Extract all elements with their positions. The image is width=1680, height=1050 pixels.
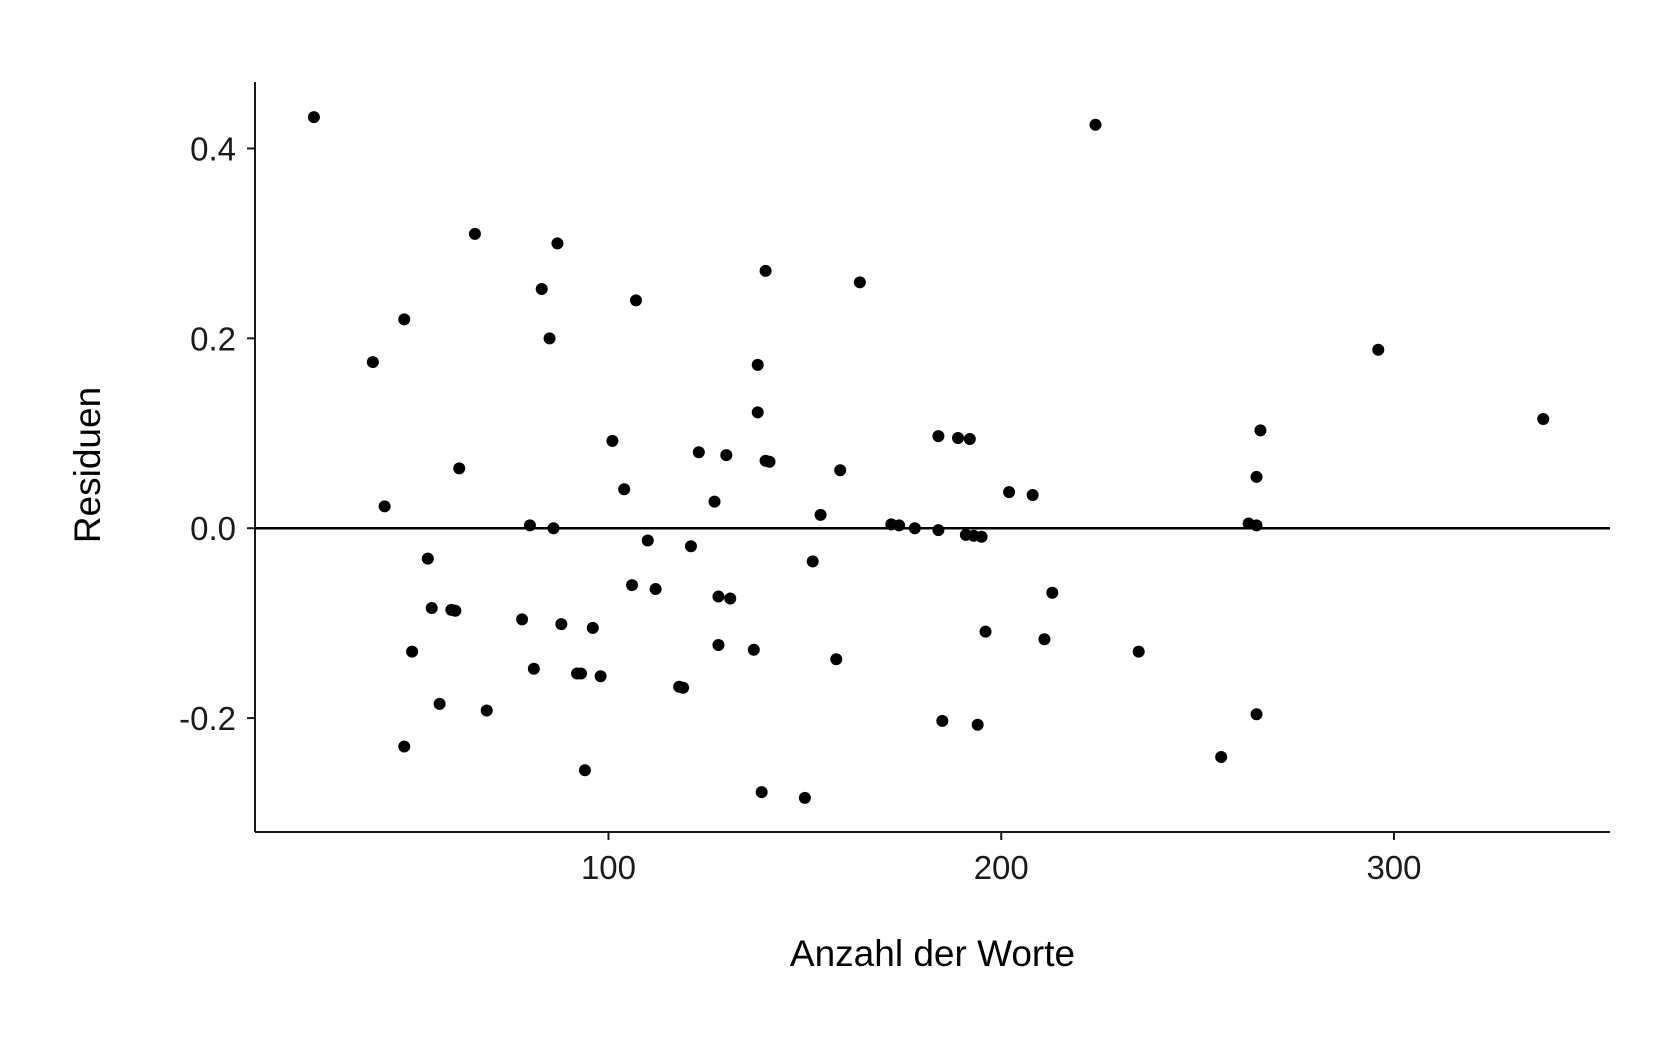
data-point	[468, 227, 481, 240]
y-axis-title: Residuen	[67, 387, 108, 543]
data-point	[755, 786, 768, 799]
data-point	[1026, 488, 1039, 501]
data-points	[307, 111, 1550, 804]
data-point	[751, 358, 764, 371]
data-point	[834, 464, 847, 477]
data-point	[398, 740, 411, 753]
data-point	[708, 495, 721, 508]
x-axis-title: Anzahl der Worte	[790, 933, 1075, 974]
data-point	[806, 555, 819, 568]
axis-labels: 100 200 300 -0.2 0.0 0.2 0.4 Anzahl der Worte Re…	[67, 130, 1422, 974]
data-point	[936, 714, 949, 727]
data-point	[406, 645, 419, 658]
data-point	[853, 276, 866, 289]
data-point	[606, 434, 619, 447]
x-tick-label: 100	[581, 849, 636, 886]
data-point	[814, 508, 827, 521]
data-point	[1250, 470, 1263, 483]
x-tick-label: 200	[974, 849, 1029, 886]
data-point	[751, 406, 764, 419]
data-point	[551, 237, 564, 250]
data-point	[626, 579, 639, 592]
data-point	[932, 430, 945, 443]
data-point	[1038, 633, 1051, 646]
data-point	[1250, 708, 1263, 721]
data-point	[527, 662, 540, 675]
data-point	[523, 519, 536, 532]
data-point	[798, 791, 811, 804]
data-point	[421, 552, 434, 565]
data-point	[712, 590, 725, 603]
data-point	[979, 625, 992, 638]
data-point	[366, 356, 379, 369]
data-point	[1215, 751, 1228, 763]
data-point	[398, 313, 411, 326]
data-point	[586, 621, 599, 634]
data-point	[932, 524, 945, 537]
data-point	[378, 500, 391, 513]
data-point	[1003, 486, 1016, 499]
data-point	[307, 111, 320, 124]
data-point	[1250, 519, 1263, 532]
data-point	[747, 643, 760, 656]
data-point	[724, 592, 737, 605]
data-point	[692, 446, 705, 459]
y-tick-label: 0.4	[190, 130, 236, 167]
data-point	[952, 432, 965, 445]
data-point	[830, 653, 843, 666]
data-point	[1372, 343, 1385, 356]
data-point	[1254, 424, 1267, 437]
data-point	[480, 704, 493, 717]
data-point	[763, 455, 776, 468]
y-tick-label: 0.0	[190, 510, 236, 547]
data-point	[453, 462, 466, 475]
x-tick-label: 300	[1366, 849, 1421, 886]
data-point	[629, 294, 642, 307]
data-point	[618, 483, 631, 496]
data-point	[677, 681, 690, 694]
data-point	[449, 604, 462, 617]
data-point	[684, 540, 697, 553]
data-point	[893, 519, 906, 532]
y-tick-label: -0.2	[179, 700, 236, 737]
data-point	[516, 613, 529, 626]
data-point	[547, 522, 560, 535]
data-point	[555, 618, 568, 631]
data-point	[574, 667, 587, 680]
data-point	[971, 718, 984, 731]
data-point	[578, 764, 591, 777]
data-point	[1046, 586, 1059, 599]
data-point	[963, 432, 976, 445]
data-point	[712, 638, 725, 651]
data-point	[759, 264, 772, 277]
data-point	[975, 530, 988, 543]
data-point	[641, 534, 654, 547]
data-point	[535, 282, 548, 295]
data-point	[543, 332, 556, 345]
data-point	[720, 449, 733, 462]
data-point	[649, 582, 662, 595]
data-point	[908, 522, 921, 535]
data-point	[433, 697, 446, 710]
data-point	[594, 670, 607, 683]
data-point	[425, 601, 438, 614]
data-point	[1132, 645, 1145, 658]
data-point	[1537, 413, 1550, 426]
axes	[247, 82, 1610, 840]
data-point	[1089, 118, 1102, 131]
y-tick-label: 0.2	[190, 320, 236, 357]
